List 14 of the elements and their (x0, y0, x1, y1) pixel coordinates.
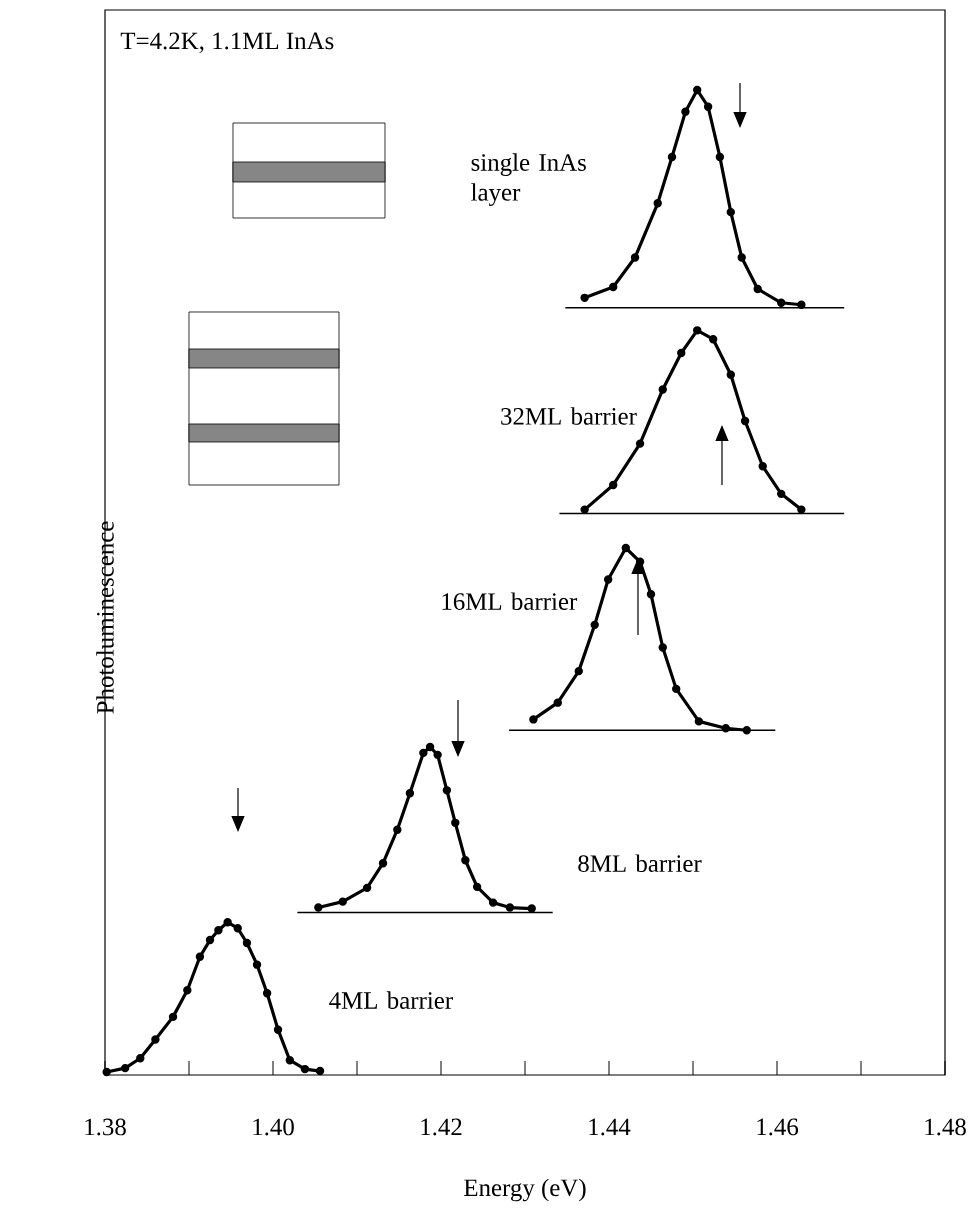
text: 4ML barrier (329, 991, 453, 1009)
x-tick-label: 1.44 (589, 1118, 631, 1136)
text: T=4.2K, 1.1ML InAs (120, 32, 334, 53)
series-label: 32ML barrier (501, 407, 637, 425)
x-axis-title: Energy (eV) (464, 1178, 586, 1202)
x-tick-label: 1.38 (85, 1118, 126, 1136)
x-tick-label: 1.48 (925, 1118, 966, 1136)
x-tick-label: 1.42 (421, 1118, 462, 1136)
x-tick-label: 1.46 (757, 1118, 799, 1136)
series-label: 16ML barrier (442, 592, 578, 610)
y-axis-title: Photoluminescence (96, 521, 114, 714)
text: 1.40 (253, 1118, 294, 1136)
text: single InAs layer (471, 153, 586, 206)
text: 8ML barrier (578, 854, 702, 872)
